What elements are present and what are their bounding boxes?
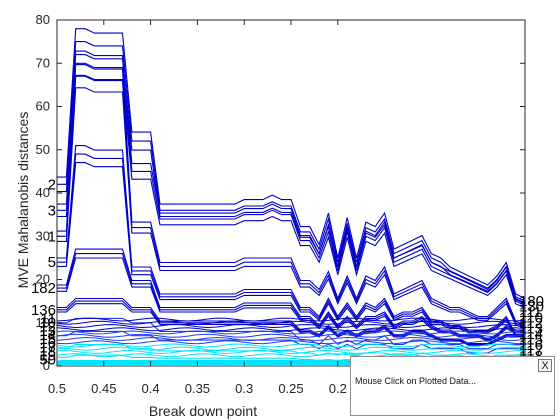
series-line-2-0[interactable]: [57, 87, 526, 330]
series-line-1-2[interactable]: [57, 50, 526, 304]
mouse-click-panel[interactable]: X Mouse Click on Plotted Data...: [350, 356, 555, 416]
dense-line-11: [56, 317, 526, 322]
series-line-0-0[interactable]: [57, 54, 526, 305]
dense-line-1: [56, 349, 525, 355]
panel-close-button[interactable]: X: [538, 359, 552, 372]
dense-line-10: [56, 320, 526, 325]
dense-line-2: [56, 346, 526, 351]
trajectory-label-right: 115: [519, 332, 543, 349]
trajectory-label-left: 17: [39, 339, 56, 356]
trajectory-label-left: 13: [39, 323, 56, 340]
x-tick-label: 0.4: [142, 381, 160, 396]
trajectory-label-group: 2315182136111012131415161718195018013011…: [31, 176, 544, 368]
series-line-2-1[interactable]: [57, 75, 526, 328]
y-tick-group: 0 10 20 30 40 50 60 70 80: [36, 12, 525, 373]
dense-line-5: [56, 336, 526, 341]
trajectory-label-right: 111: [519, 304, 542, 321]
y-tick-label: 50: [36, 142, 50, 157]
trajectory-label-right: 130: [519, 299, 544, 316]
trajectory-label-left: 3: [48, 202, 56, 219]
dense-line-4: [56, 340, 526, 345]
x-tick-label: 0.35: [185, 381, 210, 396]
trajectory-label-left: 2: [48, 176, 56, 193]
trajectory-label-left: 18: [39, 343, 56, 360]
trajectory-label-left: 10: [39, 315, 56, 332]
trajectory-label-right: 117: [519, 343, 543, 360]
trajectory-label-right: 113: [519, 321, 543, 338]
series-line-2-2[interactable]: [57, 64, 526, 326]
series-line-0-2[interactable]: [57, 28, 526, 299]
trajectory-label-left: 12: [39, 319, 56, 336]
series-line-7-0[interactable]: [57, 330, 525, 354]
trajectory-label-right: 110: [519, 310, 543, 327]
series-line-0-1[interactable]: [57, 41, 526, 302]
x-tick-label: 0.45: [91, 381, 116, 396]
trajectory-label-left: 136: [31, 302, 56, 319]
dense-line-8: [56, 327, 526, 332]
y-axis-label: MVE Mahalanobis distances: [15, 112, 31, 289]
trajectory-label-right: 116: [519, 337, 543, 354]
trajectory-label-left: 182: [31, 280, 56, 297]
x-tick-label: 0.2: [329, 381, 347, 396]
trajectory-label-left: 11: [40, 310, 56, 327]
trajectory-label-left: 19: [39, 348, 56, 365]
axes-box: [56, 19, 526, 367]
y-tick-label: 20: [36, 272, 50, 287]
trajectory-label-right: 112: [519, 315, 543, 332]
trajectory-label-left: 14: [39, 327, 56, 344]
dense-line-9: [56, 323, 526, 329]
panel-message: Mouse Click on Plotted Data...: [355, 376, 477, 386]
x-axis-label: Break down point: [149, 403, 257, 419]
series-line-6-0[interactable]: [57, 317, 525, 350]
series-line-5-0[interactable]: [57, 303, 525, 346]
trajectory-label-right: 180: [519, 293, 544, 310]
series-line-1-0[interactable]: [57, 74, 526, 309]
series-line-3-2[interactable]: [57, 145, 525, 336]
x-tick-label: 0.5: [48, 381, 66, 396]
series-line-3-0[interactable]: [57, 162, 525, 338]
y-tick-label: 30: [36, 228, 50, 243]
trajectory-label-right: 114: [519, 326, 543, 343]
y-tick-label: 60: [36, 99, 50, 114]
trajectory-label-left: 50: [39, 352, 56, 369]
dense-line-6: [56, 333, 526, 338]
x-tick-label: 0.3: [235, 381, 253, 396]
series-line-1-1[interactable]: [57, 62, 526, 306]
dense-trajectories: [56, 317, 526, 358]
trajectory-label-left: 5: [48, 254, 56, 271]
dense-line-7: [56, 330, 526, 335]
dense-line-0: [56, 353, 526, 358]
series-group: [56, 28, 526, 366]
x-tick-label: 0.25: [278, 381, 303, 396]
y-tick-label: 0: [43, 358, 50, 373]
y-tick-label: 10: [36, 315, 50, 330]
y-tick-label: 40: [36, 185, 50, 200]
x-tick-group: 0.5 0.45 0.4 0.35 0.3 0.25 0.2: [48, 20, 347, 396]
trajectory-label-left: 1: [48, 228, 56, 245]
trajectory-label-left: 16: [39, 335, 56, 352]
y-tick-label: 80: [36, 12, 50, 27]
dense-line-3: [56, 343, 526, 348]
trajectory-label-left: 15: [39, 331, 56, 348]
series-line-4-0[interactable]: [57, 257, 525, 342]
y-tick-label: 70: [36, 55, 50, 70]
series-line-4-2[interactable]: [57, 248, 525, 340]
